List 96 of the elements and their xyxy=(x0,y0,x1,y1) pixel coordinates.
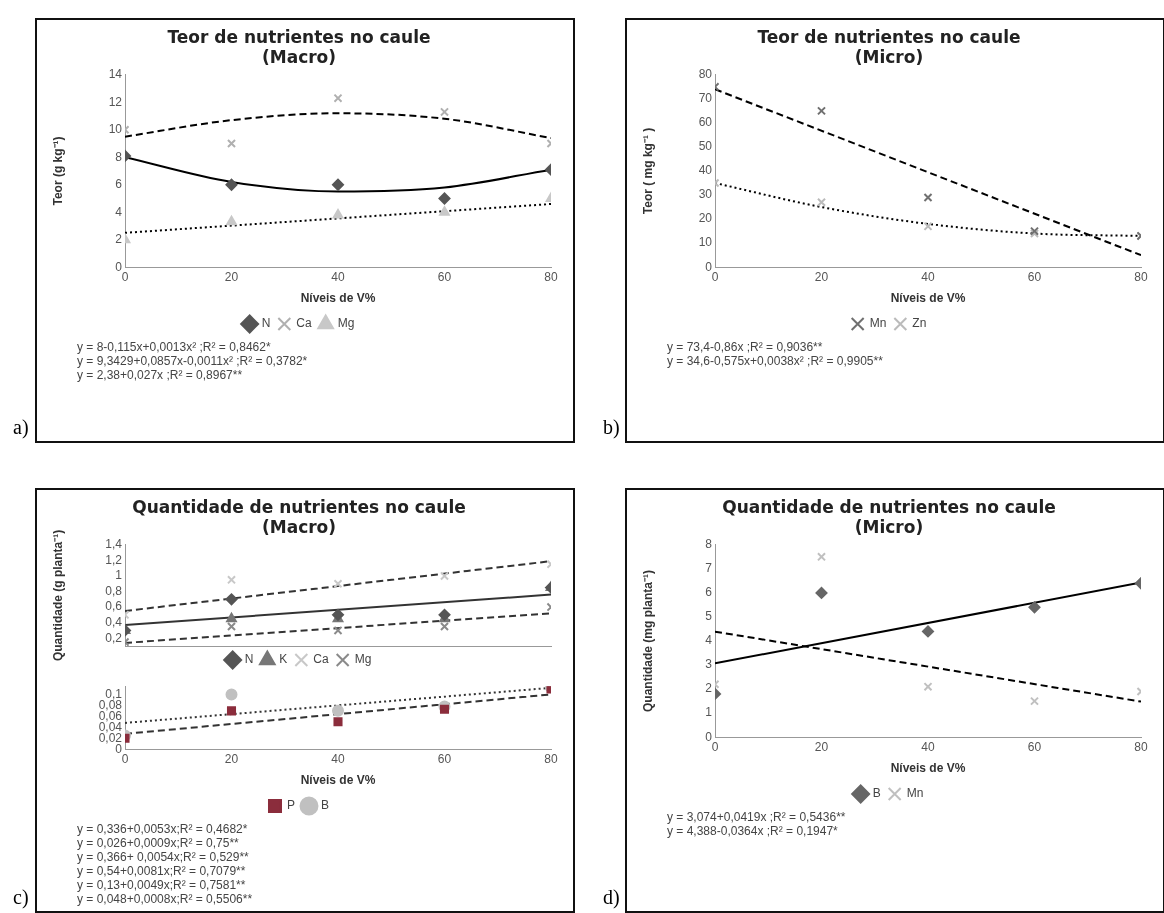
legend-label: B xyxy=(872,786,881,801)
x-axis-title: Níveis de V% xyxy=(890,761,966,776)
y-tick-label: 20 xyxy=(698,211,713,226)
chart-title: Teor de nutrientes no caule xyxy=(167,26,431,47)
text: y = 0,13+0,0049x;R² = 0,7581** xyxy=(77,878,247,892)
y-tick-label: 30 xyxy=(698,187,713,202)
text: y = 0,54+0,0081x;R² = 0,7079** xyxy=(77,864,247,878)
y-tick-label: 0,6 xyxy=(105,599,123,614)
x-tick-label: 40 xyxy=(331,269,345,284)
y-tick-label: 3 xyxy=(705,657,713,672)
y-tick-label: 50 xyxy=(698,139,713,154)
legend-label: B xyxy=(321,798,330,813)
text: c) xyxy=(13,886,29,909)
chart-title: Quantidade de nutrientes no caule xyxy=(722,496,1056,517)
legend-label: P xyxy=(287,798,296,813)
text: y = 3,074+0,0419x ;R² = 0,5436** xyxy=(667,810,847,824)
text: y = 8-0,115x+0,0013x² ;R² = 0,8462* xyxy=(77,340,272,354)
x-tick-label: 80 xyxy=(1134,739,1148,754)
text: d) xyxy=(603,886,620,909)
y-tick-label: 4 xyxy=(115,204,123,219)
legend-label: Mn xyxy=(869,316,887,331)
y-axis-title: Teor ( mg kg⁻¹ ) xyxy=(640,127,655,215)
y-tick-label: 0,2 xyxy=(105,630,123,645)
x-tick-label: 20 xyxy=(224,751,239,766)
y-tick-label: 10 xyxy=(108,122,123,137)
y-tick-label: 12 xyxy=(108,94,123,109)
y-tick-label: 60 xyxy=(698,115,713,130)
y-axis-title: Teor (g kg⁻¹) xyxy=(50,136,65,206)
text: y = 0,048+0,0008x;R² = 0,5506** xyxy=(77,892,254,906)
y-tick-label: 0 xyxy=(705,259,713,274)
y-tick-label: 14 xyxy=(108,67,123,82)
legend-label: Ca xyxy=(313,652,329,667)
text: y = 34,6-0,575x+0,0038x² ;R² = 0,9905** xyxy=(667,354,884,368)
y-tick-label: 1 xyxy=(705,705,713,720)
text: y = 4,388-0,0364x ;R² = 0,1947* xyxy=(667,824,839,838)
text: y = 2,38+0,027x ;R² = 0,8967** xyxy=(77,368,244,382)
x-tick-label: 20 xyxy=(814,269,829,284)
x-axis-title: Níveis de V% xyxy=(890,291,966,306)
y-tick-label: 4 xyxy=(705,633,713,648)
chart-subtitle: (Macro) xyxy=(261,517,337,538)
legend-label: N xyxy=(244,652,254,667)
x-tick-label: 40 xyxy=(331,751,345,766)
text: y = 0,026+0,0009x;R² = 0,75** xyxy=(77,836,240,850)
y-tick-label: 0,4 xyxy=(105,614,123,629)
y-tick-label: 2 xyxy=(115,232,123,247)
x-tick-label: 60 xyxy=(437,751,452,766)
chart-subtitle: (Micro) xyxy=(854,47,924,68)
y-tick-label: 70 xyxy=(698,91,713,106)
y-tick-label: 7 xyxy=(705,561,713,576)
y-tick-label: 40 xyxy=(698,163,713,178)
y-tick-label: 1,4 xyxy=(105,537,123,552)
text: y = 0,366+ 0,0054x;R² = 0,529** xyxy=(77,850,250,864)
y-tick-label: 10 xyxy=(698,235,713,250)
x-tick-label: 80 xyxy=(544,751,558,766)
y-tick-label: 5 xyxy=(705,609,713,624)
x-tick-label: 60 xyxy=(437,269,452,284)
y-tick-label: 0,1 xyxy=(105,686,123,701)
legend-label: N xyxy=(261,316,271,331)
x-tick-label: 20 xyxy=(814,739,829,754)
y-tick-label: 8 xyxy=(705,537,713,552)
x-tick-label: 60 xyxy=(1027,269,1042,284)
y-tick-label: 0 xyxy=(115,259,123,274)
y-axis-title: Quantidade (g planta⁻¹) xyxy=(50,529,65,662)
legend-label: Mn xyxy=(906,786,924,801)
y-tick-label: 6 xyxy=(115,177,123,192)
y-tick-label: 8 xyxy=(115,149,123,164)
y-tick-label: 2 xyxy=(705,681,713,696)
y-tick-label: 6 xyxy=(705,585,713,600)
x-tick-label: 20 xyxy=(224,269,239,284)
legend-label: Zn xyxy=(912,316,927,331)
x-tick-label: 40 xyxy=(921,269,935,284)
text: y = 9,3429+0,0857x-0,0011x² ;R² = 0,3782* xyxy=(77,354,309,368)
y-tick-label: 0,8 xyxy=(105,583,123,598)
text: y = 73,4-0,86x ;R² = 0,9036** xyxy=(667,340,824,354)
x-tick-label: 80 xyxy=(544,269,558,284)
x-axis-title: Níveis de V% xyxy=(300,773,376,788)
chart-subtitle: (Micro) xyxy=(854,517,924,538)
chart-subtitle: (Macro) xyxy=(261,47,337,68)
text: b) xyxy=(603,416,620,439)
y-tick-label: 1 xyxy=(115,568,123,583)
y-tick-label: 1,2 xyxy=(105,552,123,567)
text: y = 0,336+0,0053x;R² = 0,4682* xyxy=(77,822,249,836)
text: a) xyxy=(13,416,29,439)
legend-label: K xyxy=(279,652,288,667)
x-tick-label: 80 xyxy=(1134,269,1148,284)
x-tick-label: 60 xyxy=(1027,739,1042,754)
legend-label: Ca xyxy=(296,316,312,331)
y-axis-title: Quantidade (mg planta⁻¹) xyxy=(640,570,655,712)
chart-title: Quantidade de nutrientes no caule xyxy=(132,496,466,517)
x-tick-label: 40 xyxy=(921,739,935,754)
y-tick-label: 80 xyxy=(698,67,713,82)
x-axis-title: Níveis de V% xyxy=(300,291,376,306)
legend-label: Mg xyxy=(354,652,372,667)
chart-title: Teor de nutrientes no caule xyxy=(757,26,1021,47)
legend-label: Mg xyxy=(337,316,355,331)
y-tick-label: 0 xyxy=(705,729,713,744)
